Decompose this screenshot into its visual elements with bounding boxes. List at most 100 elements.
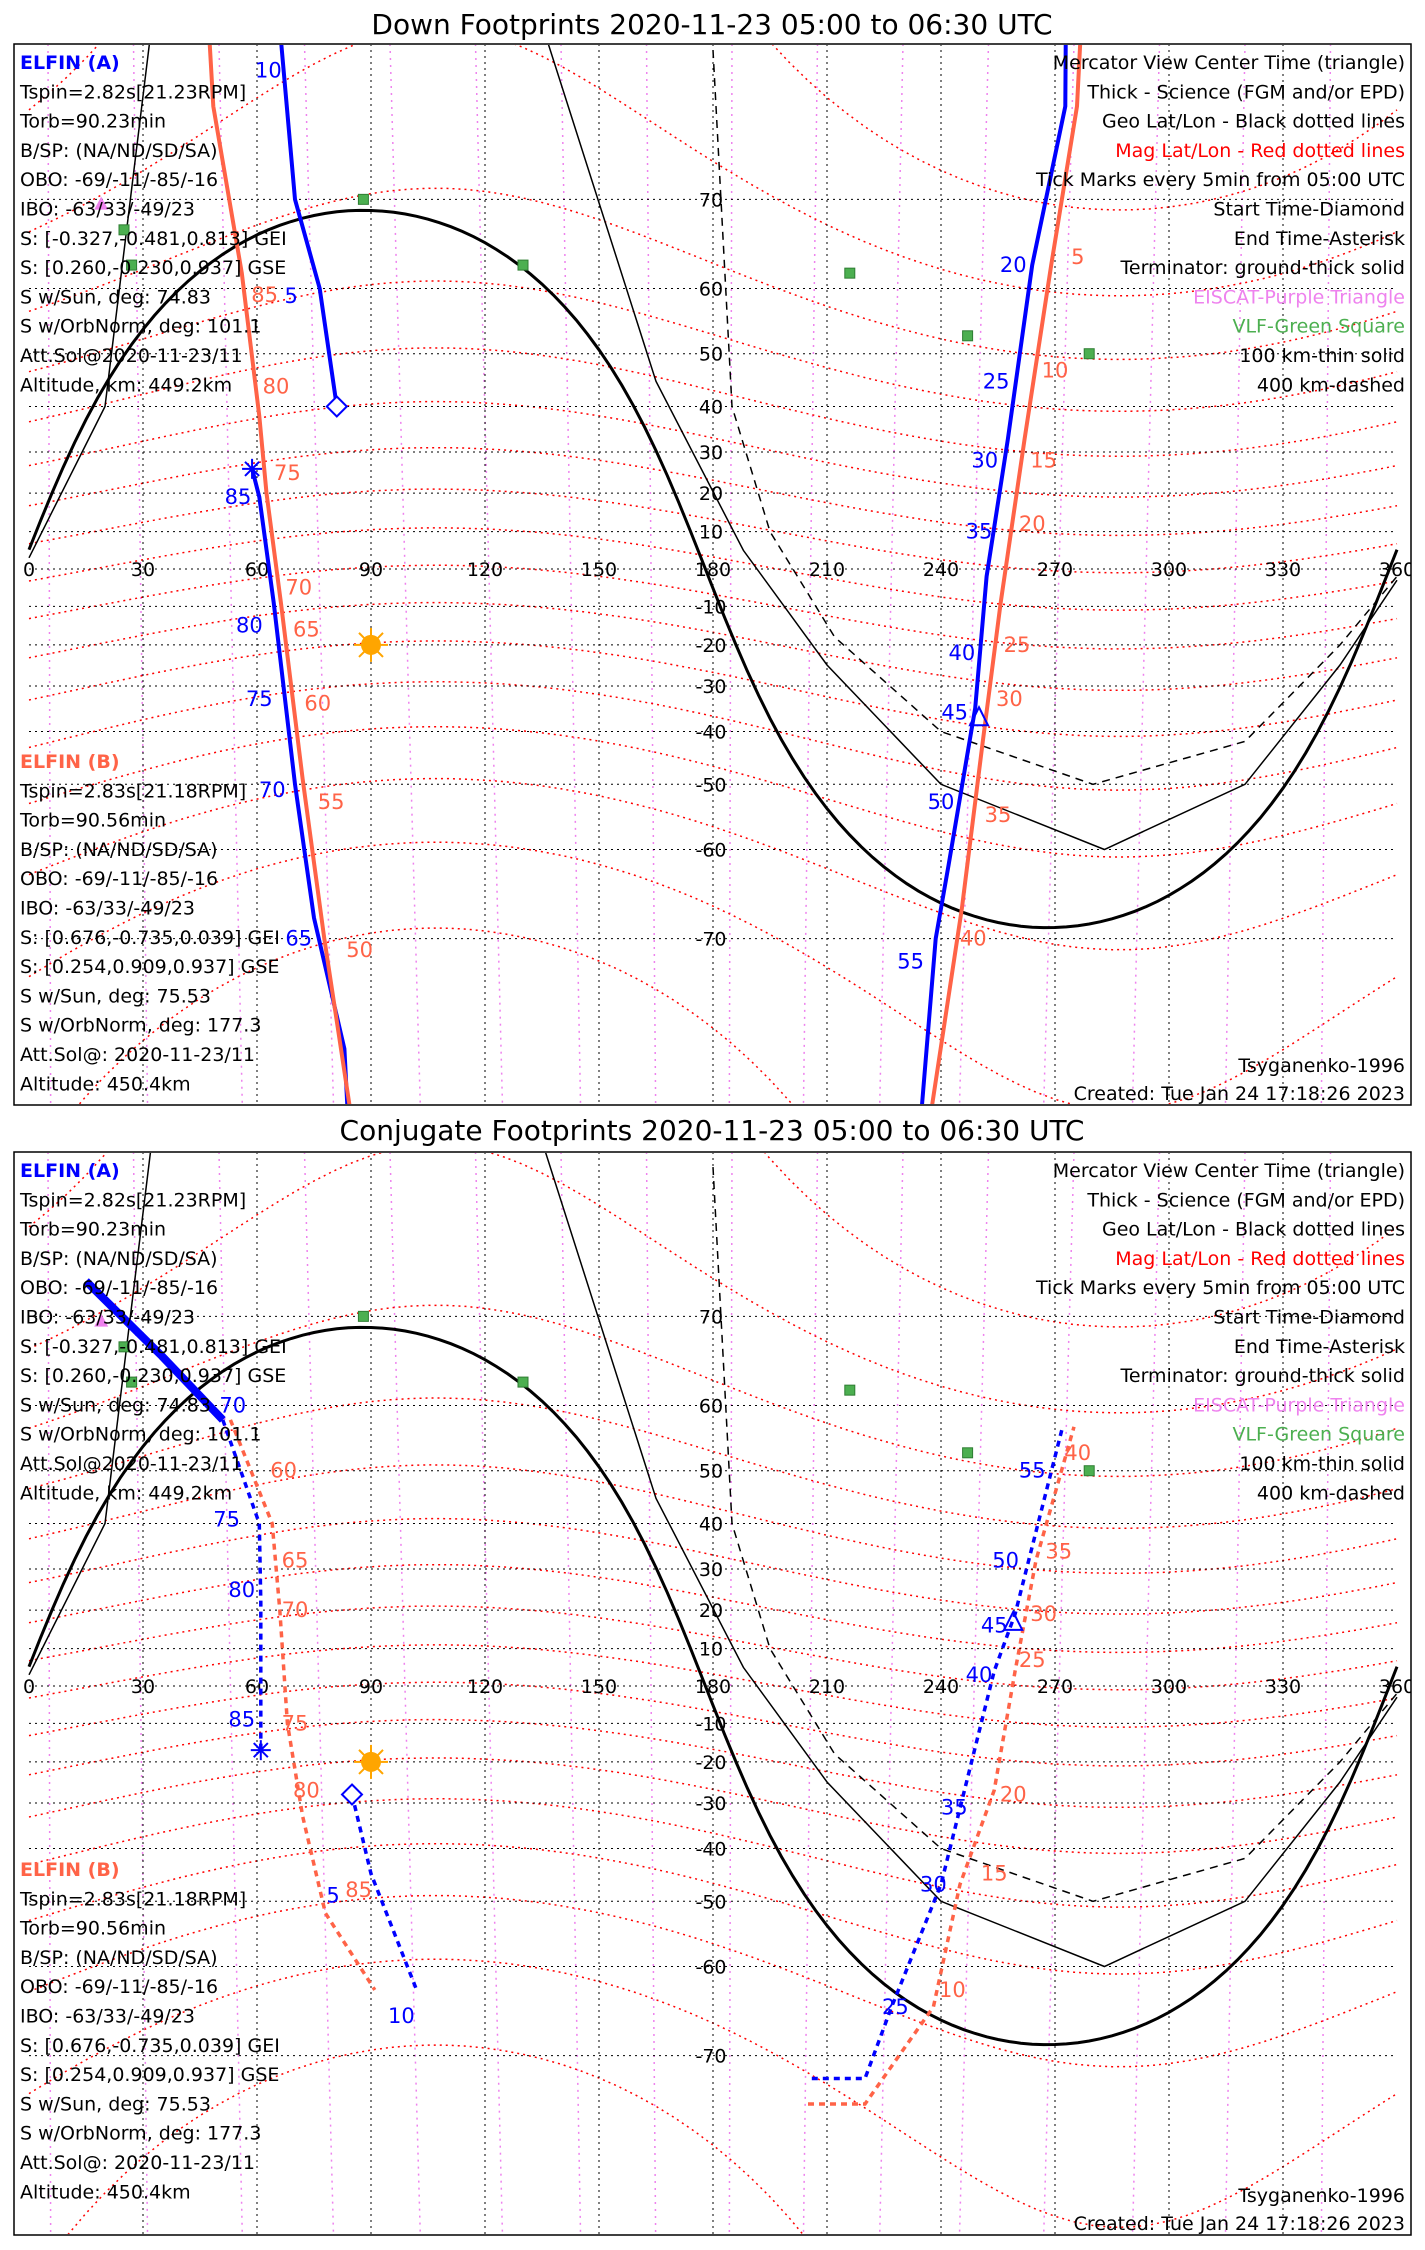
elfin-b-info-line: Torb=90.56min — [19, 1918, 166, 1940]
y-tick-label: -40 — [695, 1838, 726, 1860]
legend-entry: Terminator: ground-thick solid — [1120, 257, 1406, 279]
x-tick-label: 270 — [1037, 1676, 1073, 1698]
legend-entry: Geo Lat/Lon - Black dotted lines — [1102, 111, 1405, 133]
time-tick-label: 40 — [966, 1663, 993, 1687]
sun-ray — [376, 1749, 384, 1757]
legend-entry: End Time-Asterisk — [1234, 228, 1405, 250]
mag-meridian — [645, 1153, 657, 2234]
conjugate-footprints-panel: Conjugate Footprints 2020-11-23 05:00 to… — [13, 1114, 1415, 2236]
time-tick-label: 25 — [983, 369, 1010, 393]
y-tick-label: -50 — [695, 1891, 726, 1913]
time-tick-label: 60 — [270, 1459, 297, 1483]
terminator-400km — [712, 1167, 1398, 1903]
elfin-b-label: ELFIN (B) — [20, 1859, 120, 1881]
elfin-a-info-line: Torb=90.23min — [19, 111, 166, 133]
elfin-b-info-line: Tspin=2.83s[21.18RPM] — [19, 1888, 246, 1910]
time-tick-label: 30 — [1030, 1602, 1057, 1626]
time-tick-label: 35 — [985, 803, 1012, 827]
vlf-station-marker — [517, 259, 529, 271]
sun-ray — [358, 1767, 366, 1775]
mag-latitude-line — [28, 1718, 1398, 1809]
time-tick-label: 85 — [345, 1878, 372, 1902]
mag-latitude-line — [28, 347, 1398, 457]
sun-disk — [361, 634, 381, 655]
elfin-b-info-line: Att.Sol@: 2020-11-23/11 — [20, 2152, 255, 2174]
down-footprints-panel: Down Footprints 2020-11-23 05:00 to 06:3… — [13, 8, 1412, 1106]
vlf-station-marker — [126, 259, 138, 271]
elfin-a-info-line: S: [-0.327,-0.481,0.813] GEI — [20, 1336, 287, 1358]
elfin-a-info-line: S: [0.260,-0.230,0.937] GSE — [20, 1365, 286, 1387]
elfin-b-label: ELFIN (B) — [20, 751, 120, 773]
x-tick-label: 180 — [695, 1676, 731, 1698]
elfin-a-label: ELFIN (A) — [20, 1160, 120, 1182]
terminator-ground — [27, 208, 1399, 930]
x-tick-label: 360 — [1379, 1676, 1415, 1698]
legend-entry: 400 km-dashed — [1257, 374, 1405, 396]
elfin-b-track — [207, 45, 352, 1104]
time-tick-label: 65 — [293, 617, 320, 641]
time-tick-label: 80 — [228, 1578, 255, 1602]
center-time-triangle — [968, 705, 990, 727]
x-tick-label: 210 — [809, 559, 845, 581]
elfin-b-info-line: Altitude: 450.4km — [20, 2181, 191, 2203]
time-tick-label: 10 — [255, 58, 282, 82]
time-tick-label: 30 — [971, 448, 998, 472]
elfin-a-track — [811, 1426, 1065, 2081]
time-tick-label: 45 — [981, 1614, 1008, 1638]
x-tick-label: 330 — [1265, 559, 1301, 581]
time-tick-label: 40 — [960, 927, 987, 951]
time-tick-label: 25 — [1004, 633, 1031, 657]
elfin-b-info-line: S w/OrbNorm, deg: 177.3 — [20, 1015, 261, 1037]
legend-entry: Mag Lat/Lon - Red dotted lines — [1115, 1248, 1405, 1270]
terminator-100km — [28, 45, 151, 559]
center-time-triangle — [1002, 1609, 1024, 1631]
elfin-b-track — [930, 45, 1083, 1104]
y-tick-label: 10 — [699, 522, 723, 544]
mag-meridian — [802, 45, 819, 1104]
legend-entry: VLF-Green Square — [1232, 1424, 1405, 1446]
y-tick-label: 40 — [699, 397, 723, 419]
y-tick-label: -10 — [695, 1713, 726, 1735]
elfin-a-info: ELFIN (A) Tspin=2.82s[21.23RPM] Torb=90.23… — [19, 52, 287, 396]
mag-meridian — [728, 45, 733, 1104]
legend-entry: Start Time-Diamond — [1213, 1307, 1405, 1329]
panel-frame — [13, 1151, 1412, 2236]
elfin-a-info-line: S w/OrbNorm, deg: 101.1 — [20, 1424, 261, 1446]
vlf-station-marker — [1083, 1465, 1095, 1477]
vlf-station-marker — [517, 1376, 529, 1388]
time-tick-label: 35 — [1045, 1539, 1072, 1563]
y-tick-label: 30 — [699, 1559, 723, 1581]
mag-latitude-line — [28, 1517, 1398, 1615]
y-tick-label: 70 — [699, 1306, 723, 1328]
elfin-b-info-line: IBO: -63/33/-49/23 — [20, 898, 195, 920]
elfin-a-track — [279, 45, 339, 407]
legend: Mercator View Center Time (triangle) Thic… — [1035, 1160, 1405, 1504]
y-tick-label: -10 — [695, 596, 726, 618]
x-tick-label: 300 — [1151, 1676, 1187, 1698]
time-tick-label: 5 — [285, 284, 298, 308]
asterisk-stroke — [244, 461, 260, 477]
mag-latitude-line — [28, 564, 1398, 650]
elfin-a-track — [83, 1278, 226, 1423]
time-tick-label: 70 — [285, 576, 312, 600]
legend-entry: Thick - Science (FGM and/or EPD) — [1086, 1189, 1405, 1211]
x-tick-label: 270 — [1037, 559, 1073, 581]
elfin-b-track — [228, 1419, 377, 1991]
time-tick-label: 45 — [941, 701, 968, 725]
time-tick-label: 75 — [282, 1711, 309, 1735]
y-tick-label: -40 — [695, 721, 726, 743]
time-tick-label: 30 — [996, 687, 1023, 711]
time-tick-label: 20 — [1000, 1783, 1027, 1807]
elfin-b-info-line: OBO: -69/-11/-85/-16 — [20, 1976, 218, 1998]
elfin-a-info-line: IBO: -63/33/-49/23 — [20, 1307, 195, 1329]
x-tick-label: 90 — [359, 1676, 383, 1698]
time-tick-label: 55 — [897, 950, 924, 974]
elfin-a-info: ELFIN (A) Tspin=2.82s[21.23RPM] Torb=90.23… — [19, 1160, 287, 1504]
elfin-a-info-line: Tspin=2.82s[21.23RPM] — [19, 1189, 246, 1211]
mag-latitude-line — [28, 1894, 1398, 2068]
mag-meridian — [1131, 45, 1161, 1104]
time-tick-label: 25 — [1019, 1648, 1046, 1672]
time-tick-label: 20 — [1019, 512, 1046, 536]
time-tick-label: 40 — [1064, 1441, 1091, 1465]
